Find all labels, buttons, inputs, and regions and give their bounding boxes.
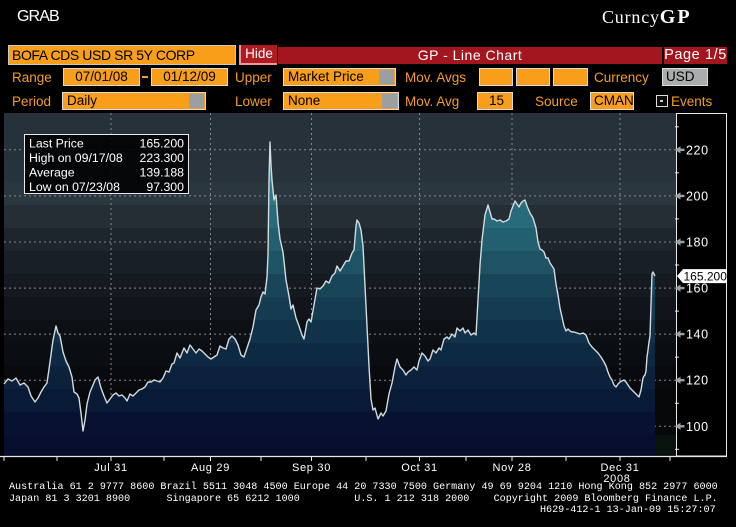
svg-text:140: 140 [686, 328, 709, 342]
svg-text:Average: Average [29, 166, 75, 180]
svg-text:165.200: 165.200 [684, 270, 728, 284]
svg-text:Last Price: Last Price [29, 137, 84, 151]
svg-text:97.300: 97.300 [146, 180, 184, 194]
svg-text:2008: 2008 [603, 473, 630, 485]
svg-text:Aug 29: Aug 29 [191, 462, 230, 474]
svg-text:120: 120 [686, 374, 709, 388]
svg-text:180: 180 [686, 236, 709, 250]
svg-text:139.188: 139.188 [140, 166, 185, 180]
svg-text:High on 09/17/08: High on 09/17/08 [29, 151, 123, 165]
svg-text:100: 100 [686, 420, 709, 434]
svg-text:220: 220 [686, 143, 709, 157]
svg-text:Jul 31: Jul 31 [94, 462, 128, 474]
svg-text:200: 200 [686, 189, 709, 203]
svg-text:223.300: 223.300 [140, 151, 185, 165]
svg-text:Low on 07/23/08: Low on 07/23/08 [29, 180, 120, 194]
svg-text:Nov 28: Nov 28 [492, 462, 531, 474]
svg-text:Oct 31: Oct 31 [401, 462, 438, 474]
svg-text:Dec 31: Dec 31 [600, 462, 639, 474]
svg-text:165.200: 165.200 [140, 137, 185, 151]
svg-text:160: 160 [686, 282, 709, 296]
svg-text:Sep 30: Sep 30 [292, 462, 331, 474]
